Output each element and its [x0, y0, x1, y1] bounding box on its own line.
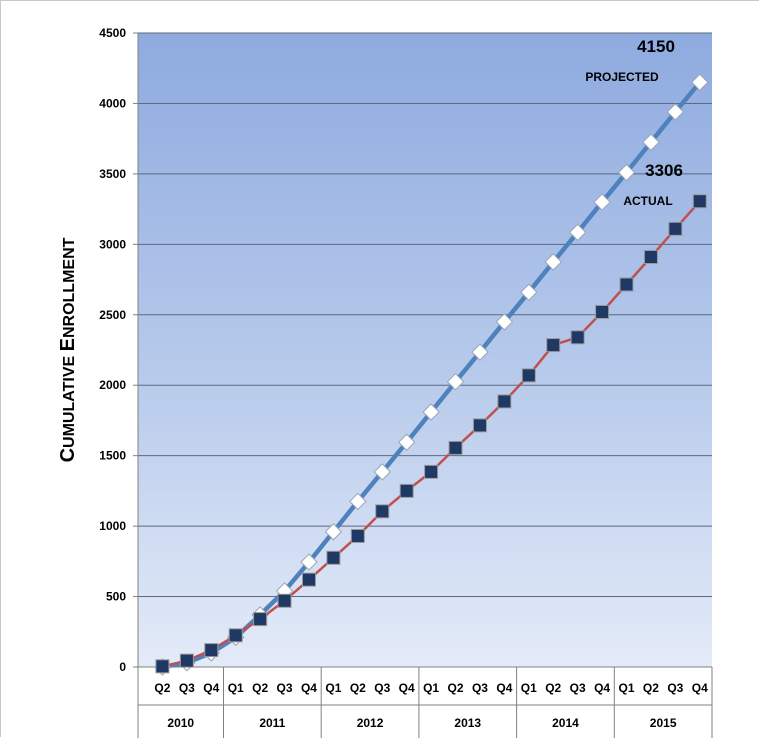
quarter-tick-label: Q4: [301, 681, 317, 695]
y-tick-label: 2000: [99, 378, 126, 392]
gridlines: [138, 32, 712, 598]
y-tick-label: 3000: [99, 237, 126, 251]
year-tick-label: 2012: [357, 716, 384, 730]
actual-series-label: ACTUAL: [623, 194, 672, 208]
projected-point: [642, 133, 660, 151]
actual-point: [424, 464, 439, 479]
quarter-tick-label: Q2: [448, 681, 464, 695]
actual-final-value: 3306: [645, 161, 683, 180]
year-tick-label: 2010: [167, 716, 194, 730]
projected-point: [446, 372, 465, 391]
quarter-tick-label: Q4: [203, 681, 219, 695]
quarter-tick-label: Q2: [643, 681, 659, 695]
actual-point: [692, 194, 707, 209]
quarter-tick-label: Q4: [399, 681, 415, 695]
actual-point: [472, 418, 487, 433]
quarter-tick-label: Q4: [594, 681, 610, 695]
y-tick-label: 1500: [99, 449, 126, 463]
projected-series-label: PROJECTED: [585, 70, 659, 84]
y-tick-label: 4000: [99, 96, 126, 110]
quarter-tick-label: Q3: [374, 681, 390, 695]
actual-point: [546, 338, 561, 353]
quarter-tick-label: Q1: [423, 681, 439, 695]
actual-point: [326, 550, 341, 565]
projected-point: [397, 433, 416, 451]
series-layer: [153, 73, 709, 676]
year-tick-label: 2014: [552, 716, 579, 730]
quarter-tick-label: Q1: [521, 681, 537, 695]
projected-point: [568, 223, 587, 242]
projected-point: [691, 73, 709, 92]
quarter-tick-label: Q2: [545, 681, 561, 695]
quarter-tick-label: Q2: [154, 681, 170, 695]
projected-point: [544, 253, 562, 271]
actual-point: [521, 368, 536, 383]
year-tick-label: 2013: [454, 716, 481, 730]
actual-point: [228, 628, 243, 643]
quarter-tick-label: Q4: [496, 681, 512, 695]
y-tick-label: 4500: [99, 26, 126, 40]
quarter-tick-label: Q1: [325, 681, 341, 695]
y-tick-label: 500: [106, 590, 126, 604]
plot-area: [138, 33, 712, 667]
actual-point: [155, 659, 170, 674]
quarter-tick-label: Q2: [252, 681, 268, 695]
actual-point: [595, 304, 610, 319]
y-tick-label: 1000: [99, 519, 126, 533]
projected-point: [593, 193, 611, 211]
projected-point: [422, 403, 440, 421]
projected-point: [617, 163, 636, 182]
quarter-tick-label: Q3: [277, 681, 293, 695]
quarter-tick-label: Q3: [667, 681, 683, 695]
actual-point: [497, 394, 512, 409]
y-axis-title: CUMULATIVE ENROLLMENT: [57, 237, 79, 462]
actual-point: [253, 612, 268, 627]
y-tick-label: 0: [119, 660, 126, 674]
y-tick-label: 3500: [99, 167, 126, 181]
actual-point: [668, 221, 683, 236]
quarter-tick-label: Q3: [570, 681, 586, 695]
axes: [133, 32, 713, 738]
quarter-tick-label: Q3: [472, 681, 488, 695]
projected-point: [324, 523, 343, 541]
actual-point: [204, 643, 219, 658]
quarter-tick-label: Q4: [692, 681, 708, 695]
projected-final-value: 4150: [637, 37, 675, 56]
quarter-tick-label: Q1: [619, 681, 635, 695]
actual-point: [179, 653, 194, 668]
year-tick-label: 2015: [650, 716, 677, 730]
projected-point: [520, 283, 538, 301]
y-tick-label: 2500: [99, 308, 126, 322]
actual-point: [570, 330, 585, 345]
actual-point: [277, 593, 292, 608]
actual-point: [350, 528, 365, 543]
projected-point: [471, 343, 489, 361]
tick-labels: 0 500 1000 1500 2000 2500 3000 3500 4000 4500 Q2 Q3…: [99, 26, 708, 730]
projected-point: [666, 103, 685, 121]
projected-point: [300, 553, 318, 571]
projected-point: [349, 492, 367, 511]
projected-point: [373, 463, 391, 481]
year-tick-label: 2011: [259, 716, 285, 730]
quarter-tick-label: Q3: [179, 681, 195, 695]
actual-point: [619, 277, 634, 292]
quarter-tick-label: Q1: [228, 681, 244, 695]
actual-point: [375, 504, 390, 519]
actual-point: [301, 572, 316, 587]
actual-point: [643, 250, 658, 265]
projected-point: [495, 313, 514, 331]
actual-point: [448, 440, 463, 455]
actual-point: [399, 483, 414, 498]
quarter-tick-label: Q2: [350, 681, 366, 695]
